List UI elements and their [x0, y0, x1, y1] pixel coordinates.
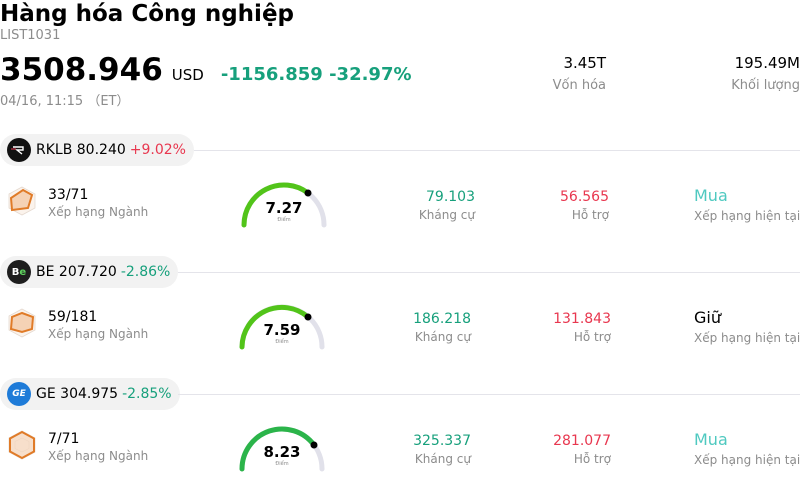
timestamp: 04/16, 11:15 （ET）	[0, 94, 130, 109]
current-rating: Giữ Xếp hạng hiện tại	[694, 308, 800, 348]
stock-price: 80.240	[76, 142, 126, 158]
market-cap-stat: 3.45T Vốn hóa	[553, 53, 606, 96]
score-gauge: 7.27 Điểm	[239, 180, 329, 230]
current-rating: Mua Xếp hạng hiện tại	[694, 430, 800, 470]
market-cap-label: Vốn hóa	[552, 78, 606, 93]
score-value: 8.23	[263, 443, 301, 461]
resistance-label: Kháng cự	[414, 330, 471, 344]
industry-rank: 7/71 Xếp hạng Ngành	[48, 430, 148, 464]
ge-logo-icon: GE	[7, 382, 31, 406]
radar-rank-icon	[8, 430, 36, 460]
score-gauge: 8.23 Điểm	[237, 424, 327, 474]
market-cap-value: 3.45T	[563, 54, 606, 72]
score-label: Điểm	[275, 339, 289, 345]
support-value: 56.565	[560, 189, 609, 205]
score-gauge: 7.59 Điểm	[237, 302, 327, 352]
rating-value: Giữ	[694, 308, 721, 327]
divider	[194, 150, 800, 151]
score-value: 7.27	[265, 199, 303, 217]
support-label: Hỗ trợ	[573, 452, 611, 466]
volume-stat: 195.49M Khối lượng	[731, 53, 800, 96]
price-change: -1156.859 -32.97%	[220, 64, 412, 85]
support-label: Hỗ trợ	[571, 208, 609, 222]
industry-rank: 59/181 Xếp hạng Ngành	[48, 308, 148, 342]
ticker: RKLB	[36, 142, 73, 158]
divider	[178, 272, 800, 273]
rank-label: Xếp hạng Ngành	[48, 327, 149, 341]
volume-label: Khối lượng	[731, 78, 800, 93]
ticker: BE	[36, 264, 55, 280]
support: 281.077 Hỗ trợ	[553, 432, 611, 468]
stock-pill[interactable]: GE GE 304.975 -2.85%	[0, 378, 180, 410]
support: 56.565 Hỗ trợ	[560, 188, 609, 224]
score-label: Điểm	[275, 461, 289, 467]
stock-price: 304.975	[60, 386, 119, 402]
resistance-value: 79.103	[426, 189, 475, 205]
stock-pill[interactable]: RKLB 80.240 +9.02%	[0, 134, 194, 166]
current-rating: Mua Xếp hạng hiện tại	[694, 186, 800, 226]
score-value: 7.59	[263, 321, 301, 339]
rating-value: Mua	[694, 186, 728, 205]
rank-value: 33/71	[48, 187, 89, 203]
price-row: 3508.946 USD -1156.859 -32.97%	[0, 52, 412, 88]
rating-label: Xếp hạng hiện tại	[694, 453, 800, 467]
volume-value: 195.49M	[734, 54, 800, 72]
resistance-label: Kháng cự	[418, 208, 475, 222]
rating-label: Xếp hạng hiện tại	[694, 331, 800, 345]
resistance: 325.337 Kháng cự	[413, 432, 471, 468]
stock-card-ge[interactable]: GE GE 304.975 -2.85% 7/71 Xếp hạng Ngành…	[0, 378, 800, 488]
resistance: 186.218 Kháng cự	[413, 310, 471, 346]
support-value: 131.843	[553, 311, 611, 327]
rank-value: 59/181	[48, 309, 98, 325]
rating-value: Mua	[694, 430, 728, 449]
rank-value: 7/71	[48, 431, 80, 447]
rank-label: Xếp hạng Ngành	[48, 449, 149, 463]
resistance-label: Kháng cự	[414, 452, 471, 466]
resistance-value: 325.337	[413, 433, 471, 449]
stock-change-pct: -2.86%	[120, 264, 171, 280]
radar-rank-icon	[8, 186, 36, 216]
page-title: Hàng hóa Công nghiệp	[0, 1, 295, 27]
ticker: GE	[36, 386, 56, 402]
resistance: 79.103 Kháng cự	[419, 188, 475, 224]
stock-change-pct: +9.02%	[129, 142, 186, 158]
divider	[178, 394, 800, 395]
currency: USD	[171, 66, 204, 84]
stock-price: 207.720	[58, 264, 117, 280]
rklb-logo-icon	[7, 138, 31, 162]
score-label: Điểm	[277, 217, 291, 223]
rating-label: Xếp hạng hiện tại	[694, 209, 800, 223]
radar-rank-icon	[8, 308, 36, 338]
support-label: Hỗ trợ	[573, 330, 611, 344]
support: 131.843 Hỗ trợ	[553, 310, 611, 346]
rank-label: Xếp hạng Ngành	[48, 205, 149, 219]
stock-card-rklb[interactable]: RKLB 80.240 +9.02% 33/71 Xếp hạng Ngành …	[0, 134, 800, 244]
industry-rank: 33/71 Xếp hạng Ngành	[48, 186, 148, 220]
index-price: 3508.946	[0, 52, 163, 88]
support-value: 281.077	[553, 433, 611, 449]
resistance-value: 186.218	[413, 311, 471, 327]
stock-change-pct: -2.85%	[122, 386, 172, 402]
list-code: LIST1031	[0, 28, 61, 43]
